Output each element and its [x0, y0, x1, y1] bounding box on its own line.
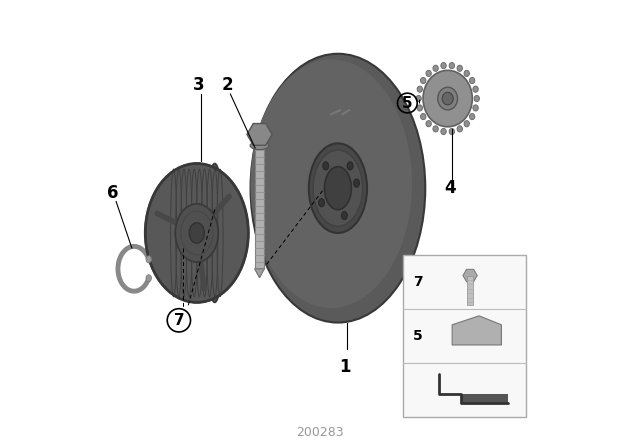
- FancyBboxPatch shape: [403, 255, 526, 417]
- Ellipse shape: [323, 162, 329, 170]
- Ellipse shape: [426, 70, 431, 77]
- Text: 7: 7: [173, 313, 184, 328]
- Ellipse shape: [442, 92, 453, 105]
- Text: 2: 2: [221, 76, 233, 94]
- Bar: [255, 143, 264, 269]
- Ellipse shape: [449, 129, 454, 135]
- Text: 200283: 200283: [296, 426, 344, 439]
- Ellipse shape: [457, 126, 463, 132]
- Text: 7: 7: [413, 275, 422, 289]
- Ellipse shape: [347, 162, 353, 170]
- Ellipse shape: [354, 179, 360, 187]
- Ellipse shape: [441, 62, 446, 69]
- Bar: [467, 276, 473, 305]
- Text: 5: 5: [413, 329, 422, 343]
- Ellipse shape: [420, 78, 426, 84]
- Ellipse shape: [146, 275, 152, 282]
- Text: 5: 5: [402, 95, 413, 111]
- Ellipse shape: [426, 121, 431, 127]
- Ellipse shape: [420, 113, 426, 120]
- Ellipse shape: [469, 78, 475, 84]
- Polygon shape: [452, 316, 502, 345]
- Ellipse shape: [313, 150, 363, 226]
- Ellipse shape: [189, 223, 204, 243]
- Ellipse shape: [251, 54, 426, 323]
- Polygon shape: [439, 394, 508, 403]
- Ellipse shape: [145, 164, 248, 302]
- Ellipse shape: [205, 164, 224, 302]
- Text: 4: 4: [444, 179, 456, 197]
- Text: 6: 6: [108, 184, 119, 202]
- Ellipse shape: [433, 126, 438, 132]
- Ellipse shape: [457, 65, 463, 71]
- Ellipse shape: [449, 62, 454, 69]
- Ellipse shape: [308, 143, 367, 233]
- Ellipse shape: [441, 129, 446, 135]
- Ellipse shape: [473, 105, 478, 111]
- Ellipse shape: [474, 95, 479, 102]
- Ellipse shape: [438, 87, 458, 110]
- Ellipse shape: [319, 199, 324, 207]
- Ellipse shape: [250, 142, 269, 150]
- Ellipse shape: [342, 211, 348, 220]
- Ellipse shape: [473, 86, 478, 92]
- Ellipse shape: [175, 204, 218, 262]
- Ellipse shape: [423, 70, 472, 127]
- Ellipse shape: [324, 167, 351, 210]
- Ellipse shape: [417, 105, 422, 111]
- Text: 1: 1: [339, 358, 350, 376]
- Ellipse shape: [416, 95, 421, 102]
- Ellipse shape: [433, 65, 438, 71]
- Ellipse shape: [464, 121, 469, 127]
- Ellipse shape: [469, 113, 475, 120]
- Ellipse shape: [417, 86, 422, 92]
- Ellipse shape: [146, 256, 152, 263]
- Ellipse shape: [250, 60, 412, 308]
- Polygon shape: [255, 269, 264, 278]
- Text: 3: 3: [193, 76, 205, 94]
- Ellipse shape: [464, 70, 469, 77]
